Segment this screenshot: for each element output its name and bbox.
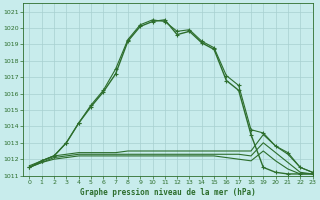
- X-axis label: Graphe pression niveau de la mer (hPa): Graphe pression niveau de la mer (hPa): [80, 188, 256, 197]
